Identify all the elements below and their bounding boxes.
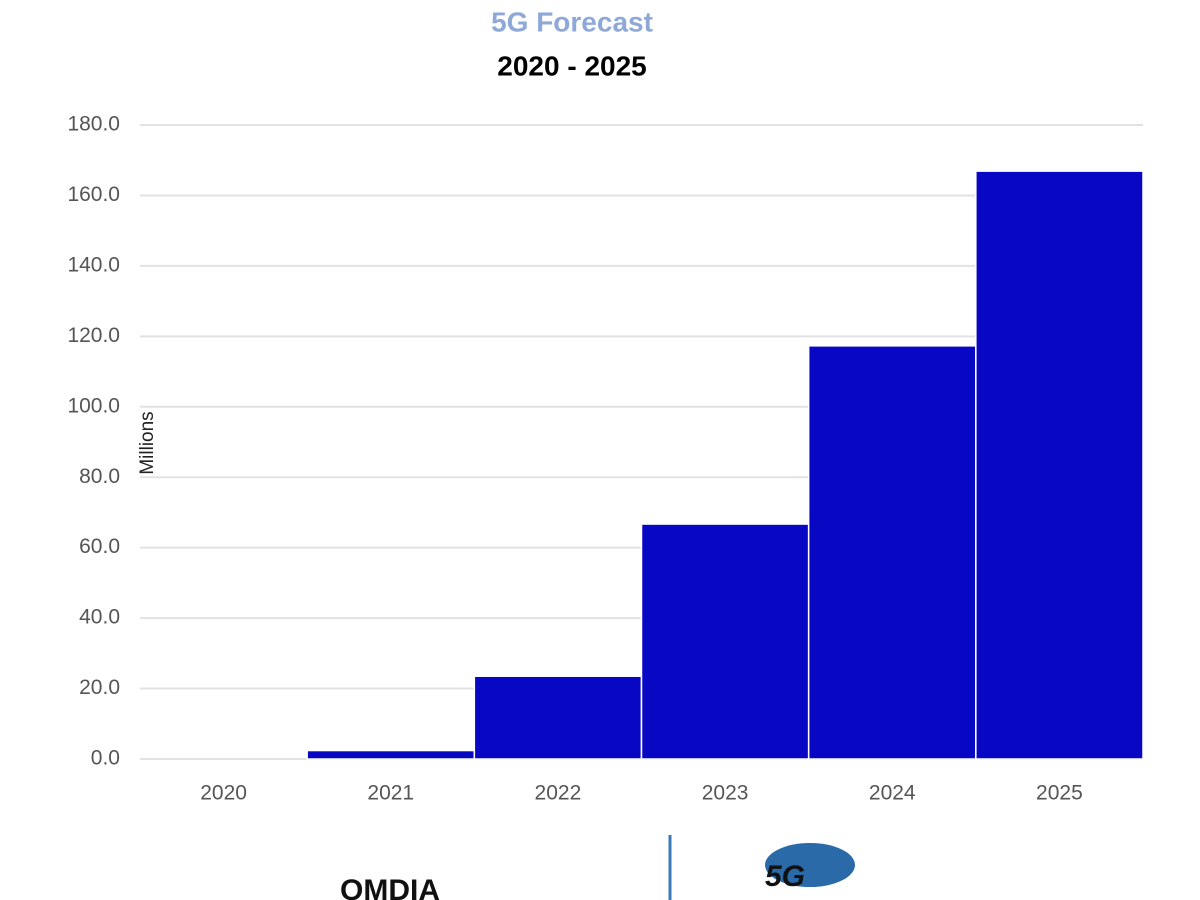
x-tick-label: 2022 xyxy=(535,782,582,805)
logo: 5G xyxy=(765,843,855,893)
bar xyxy=(473,675,643,760)
y-tick-label: 80.0 xyxy=(79,465,120,488)
x-tick-label: 2020 xyxy=(200,782,247,805)
y-tick-label: 60.0 xyxy=(79,535,120,558)
y-tick-label: 100.0 xyxy=(67,394,120,417)
bar xyxy=(306,749,476,760)
bar xyxy=(640,523,810,760)
y-tick-label: 120.0 xyxy=(67,324,120,347)
x-tick-label: 2021 xyxy=(367,782,414,805)
bar xyxy=(975,170,1144,760)
source-logo: OMDIA xyxy=(340,874,440,900)
y-tick-label: 0.0 xyxy=(91,747,120,770)
y-tick-label: 160.0 xyxy=(67,183,120,206)
y-tick-label: 180.0 xyxy=(67,113,120,136)
chart-subtitle: 2020 - 2025 xyxy=(497,50,646,81)
x-tick-label: 2025 xyxy=(1036,782,1083,805)
y-tick-label: 40.0 xyxy=(79,606,120,629)
bar xyxy=(807,345,977,760)
y-axis-label: Millions xyxy=(137,411,158,474)
svg-text:5G: 5G xyxy=(765,860,805,893)
x-tick-label: 2023 xyxy=(702,782,749,805)
x-tick-label: 2024 xyxy=(869,782,916,805)
y-tick-label: 140.0 xyxy=(67,253,120,276)
chart-title: 5G Forecast xyxy=(491,6,653,37)
y-tick-label: 20.0 xyxy=(79,676,120,699)
